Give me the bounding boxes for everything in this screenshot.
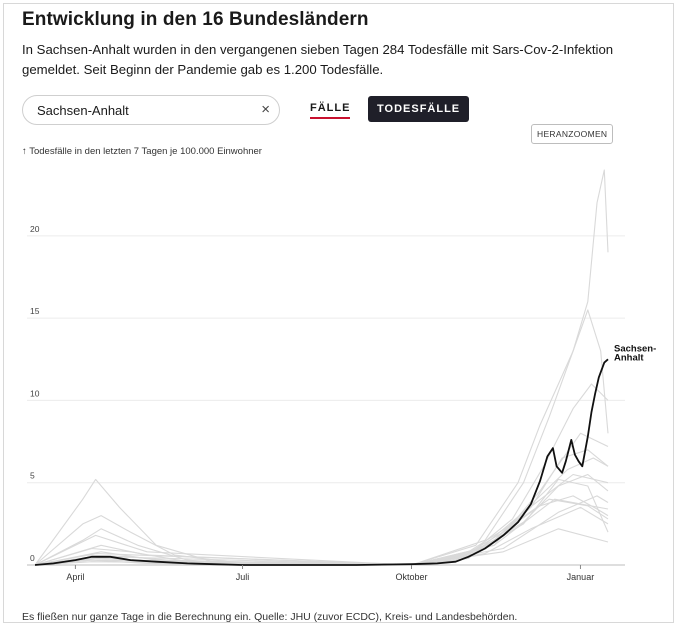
y-tick-label: 15 (30, 306, 40, 316)
state-search-field[interactable]: Sachsen-Anhalt × (22, 95, 280, 125)
x-tick-label: Oktober (395, 572, 427, 582)
chart-card (3, 3, 674, 623)
chart-title: Entwicklung in den 16 Bundesländern (22, 9, 369, 30)
source-footnote: Es fließen nur ganze Tage in die Berechn… (22, 611, 518, 623)
y-tick-label: 0 (30, 553, 35, 563)
series-line-state-15 (34, 528, 609, 566)
chart-lead-text: In Sachsen-Anhalt wurden in den vergange… (22, 42, 614, 77)
series-line-state-13 (34, 473, 609, 566)
y-tick-label: 5 (30, 471, 35, 481)
x-tick-label: Januar (567, 572, 595, 582)
y-axis-unit-note: ↑ Todesfälle in den letzten 7 Tagen je 1… (22, 146, 262, 157)
series-line-state-12 (34, 495, 609, 566)
zoom-in-button[interactable]: HERANZOOMEN (531, 124, 614, 144)
y-tick-label: 10 (30, 388, 40, 398)
clear-icon[interactable]: × (261, 101, 270, 118)
x-tick-label: April (66, 572, 84, 582)
tab-cases[interactable]: FÄLLE (310, 102, 351, 119)
state-search-value[interactable]: Sachsen-Anhalt (37, 103, 129, 118)
x-tick-label: Juli (236, 572, 250, 582)
series-line-state-6 (34, 169, 609, 566)
series-line-state-9 (34, 449, 609, 566)
tab-deaths[interactable]: TODESFÄLLE (368, 96, 470, 122)
y-tick-label: 20 (30, 224, 40, 234)
series-line-state-10 (34, 432, 609, 566)
series-line-state-8 (34, 478, 609, 566)
series-line-sachsen-anhalt (34, 358, 609, 566)
series-label-sachsen-anhalt: Sachsen-Anhalt (614, 343, 656, 363)
